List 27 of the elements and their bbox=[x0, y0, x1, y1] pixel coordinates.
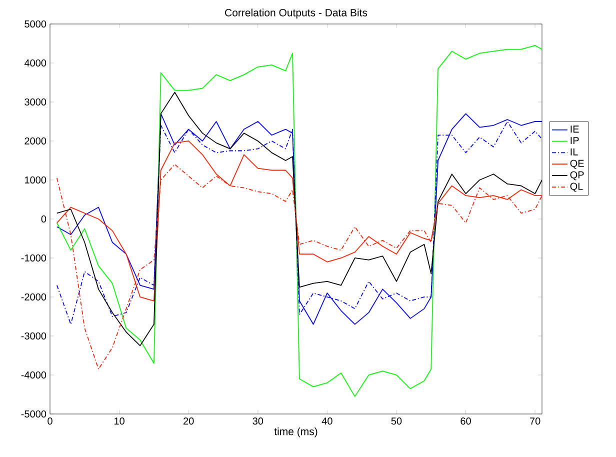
y-tick-label: 2000 bbox=[24, 137, 46, 145]
x-tick-label: 70 bbox=[530, 418, 540, 425]
y-tick-label: 1000 bbox=[24, 176, 46, 184]
y-tick-label: 0 bbox=[41, 215, 46, 223]
x-tick-label: 50 bbox=[391, 418, 402, 425]
y-tick-label: -2000 bbox=[21, 293, 46, 301]
y-tick-label: 4000 bbox=[24, 59, 46, 67]
legend-label: IP bbox=[570, 137, 579, 144]
y-tick-label: -1000 bbox=[21, 254, 46, 262]
x-axis-title: time (ms) bbox=[274, 427, 318, 438]
x-tick-label: 20 bbox=[184, 418, 194, 425]
chart-title: Correlation Outputs - Data Bits bbox=[225, 8, 368, 18]
legend-label: QE bbox=[570, 160, 584, 169]
x-tick-label: 10 bbox=[114, 418, 124, 425]
y-tick-label: -3000 bbox=[21, 332, 46, 340]
y-tick-label: 5000 bbox=[24, 20, 46, 28]
y-tick-label: 3000 bbox=[24, 98, 46, 106]
y-tick-label: -4000 bbox=[21, 371, 46, 379]
legend-label: IE bbox=[570, 126, 579, 133]
x-tick-label: 40 bbox=[322, 418, 332, 425]
x-tick-label: 30 bbox=[252, 418, 264, 425]
x-tick-label: 60 bbox=[460, 418, 471, 425]
legend-label: IL bbox=[570, 148, 578, 156]
legend-label: QL bbox=[570, 182, 583, 192]
legend-label: QP bbox=[570, 171, 584, 180]
y-tick-label: -5000 bbox=[21, 410, 46, 418]
x-tick-label: 0 bbox=[48, 418, 52, 425]
